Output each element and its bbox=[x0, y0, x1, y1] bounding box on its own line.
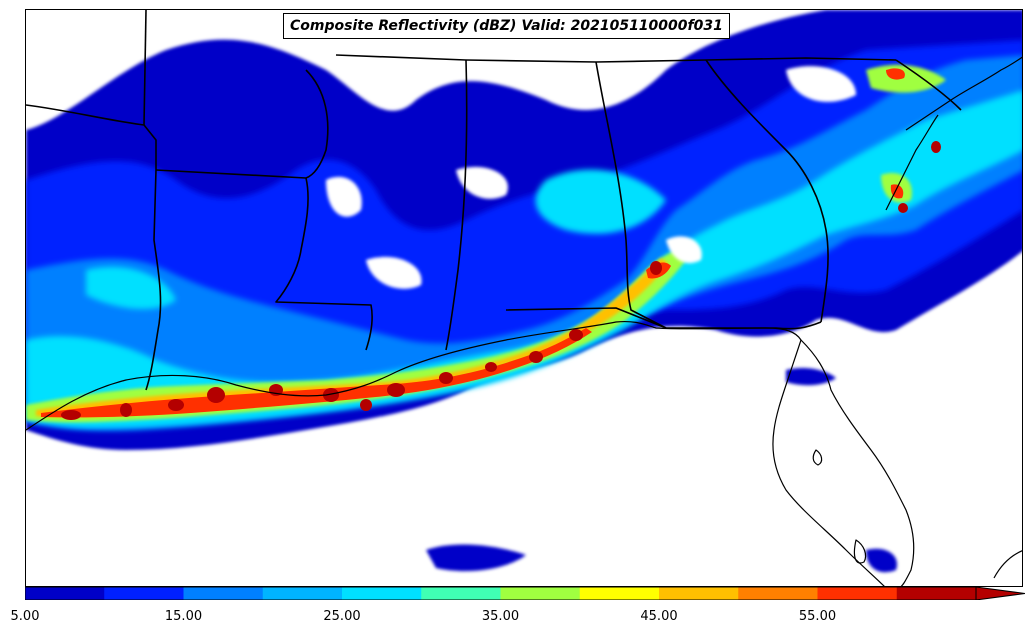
colorbar-segment bbox=[25, 587, 105, 600]
map-panel bbox=[25, 9, 1023, 587]
reflectivity-map bbox=[26, 10, 1022, 586]
clear-areas bbox=[326, 66, 856, 289]
colorbar-segment bbox=[817, 587, 898, 600]
colorbar-segment bbox=[183, 587, 264, 600]
colorbar bbox=[25, 587, 1025, 600]
colorbar-segment bbox=[500, 587, 581, 600]
colorbar-tick-label: 45.00 bbox=[640, 609, 678, 624]
colorbar-tick-label: 5.00 bbox=[10, 609, 40, 624]
echo-layer-40dbz bbox=[36, 258, 668, 418]
colorbar-extend-arrow bbox=[975, 587, 1025, 600]
colorbar-tick-label: 55.00 bbox=[798, 609, 837, 624]
colorbar-tick-label: 25.00 bbox=[323, 609, 361, 624]
colorbar-segment bbox=[342, 587, 422, 600]
state-boundaries bbox=[26, 10, 962, 391]
colorbar-segments bbox=[25, 587, 977, 600]
colorbar-segment bbox=[421, 587, 501, 600]
echo-layer-15dbz bbox=[26, 55, 1022, 431]
colorbar-segment bbox=[896, 587, 977, 600]
echo-layer-55dbz bbox=[61, 141, 941, 420]
colorbar-segment bbox=[104, 587, 184, 600]
colorbar-tick-label: 15.00 bbox=[164, 609, 203, 624]
colorbar-segment bbox=[738, 587, 818, 600]
map-title: Composite Reflectivity (dBZ) Valid: 2021… bbox=[283, 13, 730, 39]
colorbar-tick-label: 35.00 bbox=[481, 609, 520, 624]
coastlines bbox=[26, 56, 1022, 586]
colorbar-segment bbox=[659, 587, 739, 600]
colorbar-segment bbox=[579, 587, 660, 600]
colorbar-segment bbox=[262, 587, 343, 600]
